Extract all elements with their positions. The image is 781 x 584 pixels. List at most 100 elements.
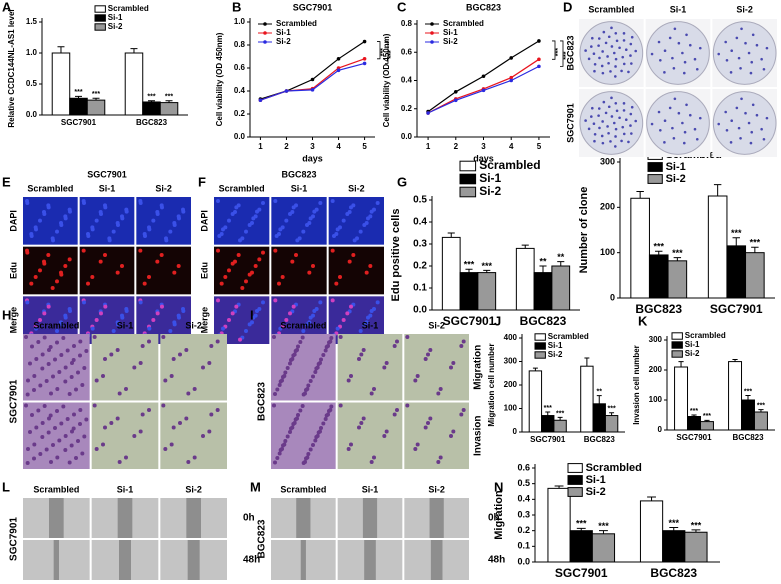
- nucleus: [255, 209, 259, 214]
- cell: [117, 460, 122, 464]
- significance: ***: [672, 248, 683, 258]
- colony: [614, 102, 618, 105]
- side-label: SGC7901: [9, 517, 20, 561]
- error-bar: [609, 412, 615, 416]
- colony: [607, 35, 611, 39]
- cell: [82, 434, 87, 439]
- x-tick-label: 1: [258, 142, 263, 151]
- cell: [161, 403, 166, 408]
- cell: [349, 374, 353, 378]
- y-tick-label: 0.0: [401, 132, 413, 141]
- legend-swatch: [534, 342, 546, 350]
- cell: [428, 416, 433, 421]
- cell: [316, 362, 321, 366]
- x-tick-label: 3: [481, 142, 486, 151]
- row-label: SGC7901: [565, 103, 575, 143]
- chart-title: BGC823: [466, 2, 501, 12]
- cell: [438, 455, 443, 460]
- significance: ***: [750, 238, 761, 248]
- legend-label: Si-2: [443, 37, 458, 46]
- panel-letter: E: [2, 174, 11, 189]
- colony: [695, 67, 699, 71]
- colony: [614, 32, 618, 35]
- error-bar: [655, 250, 663, 255]
- panel-letter: H: [2, 307, 11, 322]
- cell: [63, 365, 68, 370]
- marker: [362, 57, 367, 61]
- colony: [604, 41, 608, 45]
- nucleus: [244, 279, 248, 284]
- nucleus: [138, 300, 143, 305]
- cell: [48, 413, 53, 418]
- error-bar: [745, 395, 751, 400]
- y-tick-label: 1.0: [26, 48, 38, 57]
- error-bar: [636, 190, 644, 199]
- x-tick-label: SGC7901: [530, 435, 566, 444]
- cell: [316, 430, 321, 435]
- nucleus: [312, 209, 317, 214]
- colony: [614, 57, 618, 61]
- cell: [272, 403, 276, 408]
- cell: [288, 361, 292, 366]
- nucleus: [99, 212, 103, 216]
- y-tick-label: 100: [649, 395, 663, 404]
- x-tick-label: BGC823: [136, 118, 168, 127]
- nucleus: [366, 315, 370, 320]
- colony: [739, 66, 742, 70]
- cell: [308, 447, 313, 452]
- colony: [610, 26, 613, 30]
- y-tick-label: 0.0: [234, 132, 246, 141]
- colony: [624, 48, 628, 52]
- nucleus: [278, 326, 283, 331]
- image: [328, 246, 384, 295]
- row-label: DAPI: [199, 210, 209, 232]
- nucleus: [116, 322, 120, 327]
- cell: [80, 383, 85, 387]
- colony: [729, 141, 733, 144]
- x-tick-label: SGC7901: [443, 314, 496, 328]
- cell: [67, 460, 72, 465]
- bar: [674, 366, 689, 431]
- cell: [369, 391, 374, 396]
- cell: [59, 421, 64, 426]
- bar: [667, 260, 688, 299]
- colony: [760, 57, 763, 61]
- nucleus: [332, 234, 336, 238]
- nucleus: [115, 270, 120, 275]
- error-bar: [483, 269, 491, 273]
- nucleus: [278, 227, 283, 232]
- colony: [598, 126, 601, 130]
- cell: [392, 412, 397, 417]
- legend-marker: [263, 31, 267, 35]
- nucleus: [168, 229, 173, 234]
- nucleus: [147, 227, 152, 232]
- y-tick-label: 0: [610, 292, 615, 302]
- colony: [693, 57, 697, 61]
- cell: [178, 421, 182, 425]
- cell: [372, 455, 376, 460]
- y-tick-label: 0.6: [234, 63, 246, 72]
- chart-title: SGC7901: [293, 2, 333, 12]
- cell: [277, 383, 282, 387]
- error-bar: [557, 261, 565, 266]
- column-label: Si-2: [185, 320, 202, 330]
- colony: [663, 119, 667, 123]
- nucleus: [177, 216, 181, 221]
- cell: [413, 447, 418, 451]
- nucleus: [147, 275, 151, 279]
- nucleus: [55, 279, 59, 284]
- legend-label: Si-2: [548, 350, 563, 359]
- error-bar: [647, 496, 656, 501]
- x-tick-label: 5: [537, 142, 542, 151]
- error-bar: [74, 95, 83, 99]
- cell: [327, 340, 331, 345]
- cell: [24, 403, 28, 408]
- colony: [590, 45, 593, 48]
- y-tick-label: 1.0: [234, 17, 246, 26]
- error-bar: [713, 184, 722, 196]
- colony: [622, 32, 626, 35]
- cell: [293, 349, 298, 353]
- cell: [459, 344, 464, 348]
- error-bar: [539, 265, 547, 273]
- bar: [580, 365, 594, 433]
